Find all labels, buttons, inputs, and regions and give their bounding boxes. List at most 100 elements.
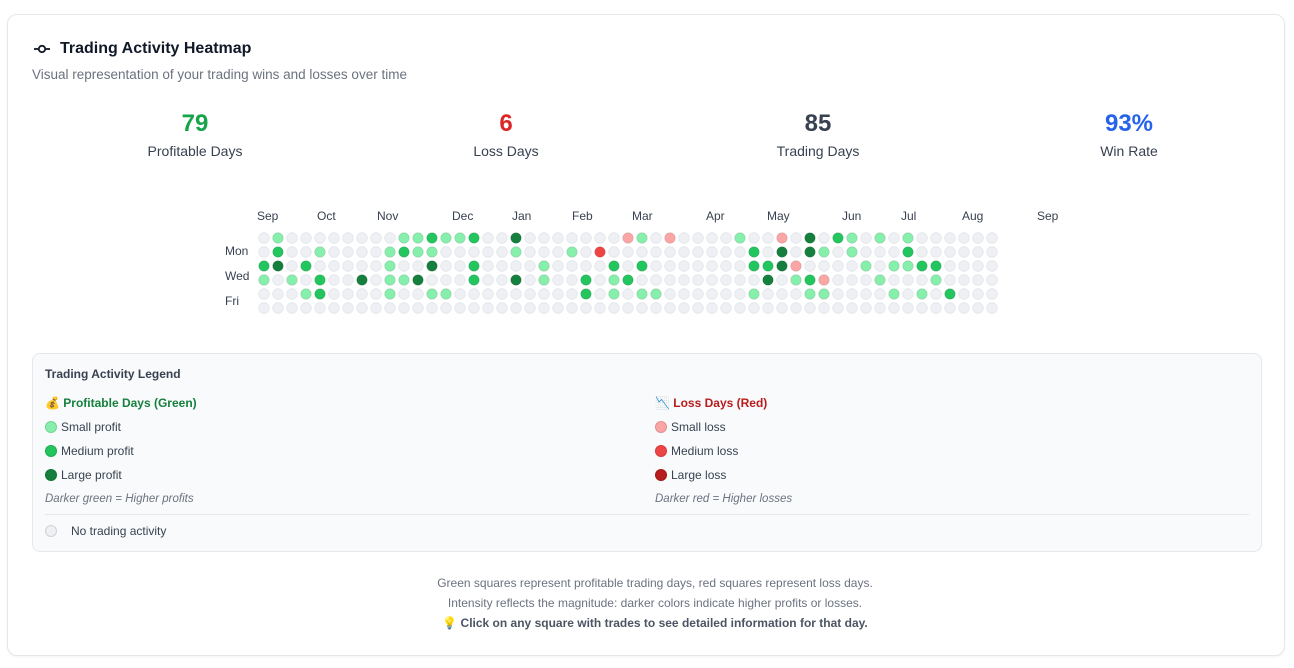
day-cell-profit[interactable] xyxy=(510,232,522,244)
legend-item-label: Small loss xyxy=(671,420,726,434)
day-cell-profit[interactable] xyxy=(776,260,788,272)
day-cell-profit[interactable] xyxy=(860,260,872,272)
day-cell-empty xyxy=(384,302,396,314)
day-cell-profit[interactable] xyxy=(538,274,550,286)
day-cell-empty xyxy=(496,302,508,314)
day-cell-profit[interactable] xyxy=(748,288,760,300)
day-cell-profit[interactable] xyxy=(468,260,480,272)
day-cell-profit[interactable] xyxy=(944,288,956,300)
day-cell-profit[interactable] xyxy=(510,246,522,258)
day-cell-profit[interactable] xyxy=(748,246,760,258)
day-cell-profit[interactable] xyxy=(930,260,942,272)
day-cell-profit[interactable] xyxy=(608,260,620,272)
day-cell-profit[interactable] xyxy=(874,232,886,244)
day-cell-empty xyxy=(972,246,984,258)
day-cell-profit[interactable] xyxy=(734,232,746,244)
day-cell-empty xyxy=(734,274,746,286)
day-cell-profit[interactable] xyxy=(636,288,648,300)
day-cell-profit[interactable] xyxy=(902,260,914,272)
day-cell-profit[interactable] xyxy=(384,288,396,300)
day-cell-profit[interactable] xyxy=(538,260,550,272)
day-cell-profit[interactable] xyxy=(468,232,480,244)
day-cell-profit[interactable] xyxy=(426,288,438,300)
day-cell-empty xyxy=(552,232,564,244)
day-cell-empty xyxy=(314,232,326,244)
day-cell-loss[interactable] xyxy=(818,274,830,286)
day-cell-profit[interactable] xyxy=(930,274,942,286)
stat-label: Win Rate xyxy=(1100,143,1158,159)
day-cell-profit[interactable] xyxy=(846,232,858,244)
day-cell-profit[interactable] xyxy=(412,274,424,286)
day-cell-profit[interactable] xyxy=(748,260,760,272)
day-cell-profit[interactable] xyxy=(272,232,284,244)
day-cell-empty xyxy=(720,302,732,314)
day-cell-profit[interactable] xyxy=(762,274,774,286)
day-cell-profit[interactable] xyxy=(314,288,326,300)
day-cell-profit[interactable] xyxy=(790,274,802,286)
day-cell-profit[interactable] xyxy=(468,274,480,286)
day-cell-profit[interactable] xyxy=(300,288,312,300)
day-cell-profit[interactable] xyxy=(622,274,634,286)
day-cell-loss[interactable] xyxy=(594,246,606,258)
day-cell-profit[interactable] xyxy=(804,274,816,286)
day-cell-profit[interactable] xyxy=(258,274,270,286)
day-cell-profit[interactable] xyxy=(636,260,648,272)
day-cell-profit[interactable] xyxy=(566,246,578,258)
day-cell-profit[interactable] xyxy=(384,260,396,272)
day-cell-profit[interactable] xyxy=(818,246,830,258)
day-cell-profit[interactable] xyxy=(832,232,844,244)
day-cell-profit[interactable] xyxy=(818,288,830,300)
day-cell-profit[interactable] xyxy=(426,232,438,244)
day-cell-profit[interactable] xyxy=(384,274,396,286)
day-cell-profit[interactable] xyxy=(762,260,774,272)
day-cell-profit[interactable] xyxy=(608,288,620,300)
day-cell-profit[interactable] xyxy=(580,288,592,300)
day-cell-profit[interactable] xyxy=(272,260,284,272)
day-cell-profit[interactable] xyxy=(454,232,466,244)
day-cell-empty xyxy=(664,260,676,272)
day-cell-profit[interactable] xyxy=(902,232,914,244)
day-cell-profit[interactable] xyxy=(286,274,298,286)
day-cell-profit[interactable] xyxy=(398,246,410,258)
day-cell-empty xyxy=(496,246,508,258)
day-cell-profit[interactable] xyxy=(314,274,326,286)
day-cell-loss[interactable] xyxy=(776,232,788,244)
day-cell-profit[interactable] xyxy=(804,246,816,258)
day-cell-profit[interactable] xyxy=(776,246,788,258)
day-cell-profit[interactable] xyxy=(314,246,326,258)
day-cell-empty xyxy=(370,274,382,286)
day-cell-loss[interactable] xyxy=(664,232,676,244)
day-cell-profit[interactable] xyxy=(272,246,284,258)
day-cell-profit[interactable] xyxy=(874,274,886,286)
day-cell-profit[interactable] xyxy=(426,260,438,272)
day-cell-empty xyxy=(482,260,494,272)
day-cell-profit[interactable] xyxy=(804,288,816,300)
day-cell-profit[interactable] xyxy=(902,246,914,258)
day-cell-profit[interactable] xyxy=(300,260,312,272)
day-cell-profit[interactable] xyxy=(608,274,620,286)
day-cell-profit[interactable] xyxy=(580,274,592,286)
day-cell-profit[interactable] xyxy=(636,232,648,244)
day-cell-profit[interactable] xyxy=(258,260,270,272)
day-cell-profit[interactable] xyxy=(412,232,424,244)
day-cell-profit[interactable] xyxy=(888,260,900,272)
day-cell-empty xyxy=(874,288,886,300)
day-cell-profit[interactable] xyxy=(650,288,662,300)
day-cell-profit[interactable] xyxy=(804,232,816,244)
day-cell-profit[interactable] xyxy=(440,232,452,244)
day-cell-profit[interactable] xyxy=(916,260,928,272)
day-cell-profit[interactable] xyxy=(440,288,452,300)
day-cell-profit[interactable] xyxy=(412,246,424,258)
day-cell-loss[interactable] xyxy=(790,260,802,272)
day-cell-profit[interactable] xyxy=(356,274,368,286)
day-cell-profit[interactable] xyxy=(426,246,438,258)
day-cell-profit[interactable] xyxy=(846,246,858,258)
day-cell-profit[interactable] xyxy=(888,288,900,300)
day-cell-profit[interactable] xyxy=(510,274,522,286)
day-cell-profit[interactable] xyxy=(398,274,410,286)
day-cell-profit[interactable] xyxy=(398,232,410,244)
month-label: Apr xyxy=(706,209,725,223)
day-cell-loss[interactable] xyxy=(622,232,634,244)
day-cell-profit[interactable] xyxy=(916,288,928,300)
day-cell-profit[interactable] xyxy=(384,246,396,258)
